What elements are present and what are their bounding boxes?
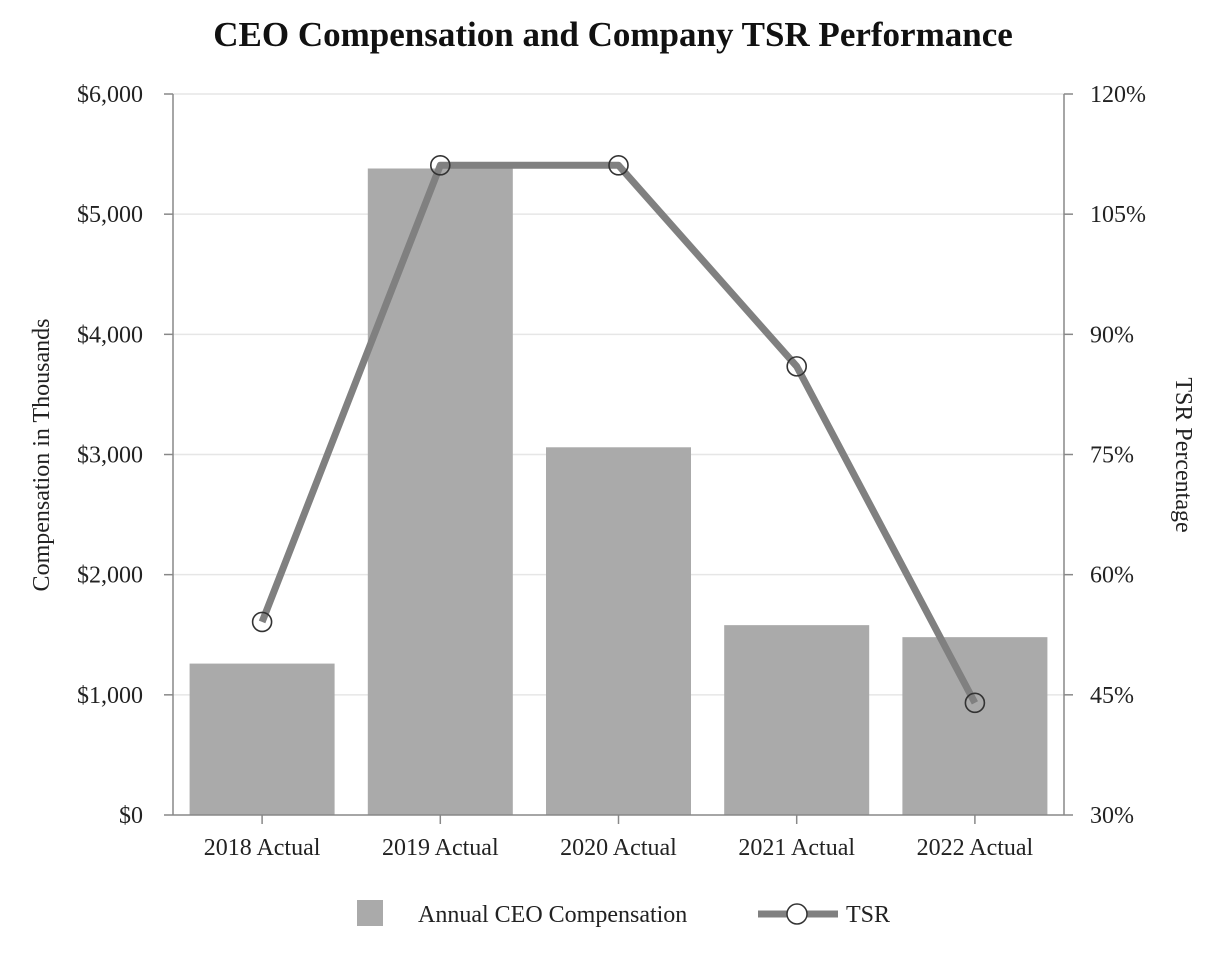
y-tick-label-5: $5,000 bbox=[77, 202, 143, 228]
y2-axis-label: TSR Percentage bbox=[1170, 377, 1196, 532]
legend-marker-tsr bbox=[786, 903, 808, 925]
y-tick-label-2: $2,000 bbox=[77, 563, 143, 589]
tsr-line bbox=[258, 161, 978, 705]
y2-tick-label-1: 45% bbox=[1090, 683, 1134, 709]
x-tick-label-4: 2022 Actual bbox=[917, 835, 1034, 861]
y-axis-label: Compensation in Thousands bbox=[29, 319, 55, 592]
bar-4 bbox=[902, 637, 1048, 815]
y-tick-label-4: $4,000 bbox=[77, 322, 143, 348]
x-tick-label-1: 2019 Actual bbox=[382, 835, 499, 861]
y2-tick-label-0: 30% bbox=[1090, 803, 1134, 829]
legend-swatch-compensation bbox=[357, 900, 383, 926]
y-tick-label-1: $1,000 bbox=[77, 683, 143, 709]
bar-2 bbox=[546, 447, 691, 815]
y-tick-label-6: $6,000 bbox=[77, 82, 143, 108]
y2-tick-label-6: 120% bbox=[1090, 82, 1146, 108]
tick-labels: $0 $1,000 $2,000 $3,000 $4,000 $5,000 $6,000 30… bbox=[77, 82, 1146, 861]
y-tick-label-3: $3,000 bbox=[77, 443, 143, 469]
tsr-point-1 bbox=[429, 154, 451, 176]
y2-tick-label-3: 75% bbox=[1090, 443, 1134, 469]
legend-label-compensation: Annual CEO Compensation bbox=[418, 902, 687, 928]
bar-3 bbox=[724, 625, 870, 815]
bar-1 bbox=[367, 168, 513, 816]
tsr-point-4 bbox=[964, 692, 986, 714]
x-tick-label-3: 2021 Actual bbox=[738, 835, 855, 861]
tsr-point-2 bbox=[608, 154, 629, 176]
tsr-point-3 bbox=[786, 356, 808, 377]
x-tick-label-0: 2018 Actual bbox=[204, 835, 321, 861]
y2-tick-label-5: 105% bbox=[1090, 202, 1146, 228]
x-tick-label-2: 2020 Actual bbox=[560, 835, 677, 861]
y2-tick-label-4: 90% bbox=[1090, 322, 1134, 348]
y2-tick-label-2: 60% bbox=[1090, 563, 1134, 589]
tsr-line-group bbox=[251, 154, 986, 714]
y-tick-label-0: $0 bbox=[119, 803, 143, 829]
tsr-point-0 bbox=[251, 611, 273, 633]
legend: Annual CEO Compensation TSR bbox=[357, 900, 890, 928]
chart-title: CEO Compensation and Company TSR Perform… bbox=[213, 15, 1013, 54]
legend-label-tsr: TSR bbox=[846, 902, 890, 928]
bars bbox=[189, 168, 1048, 816]
bar-0 bbox=[189, 663, 335, 815]
axes bbox=[164, 93, 1073, 824]
